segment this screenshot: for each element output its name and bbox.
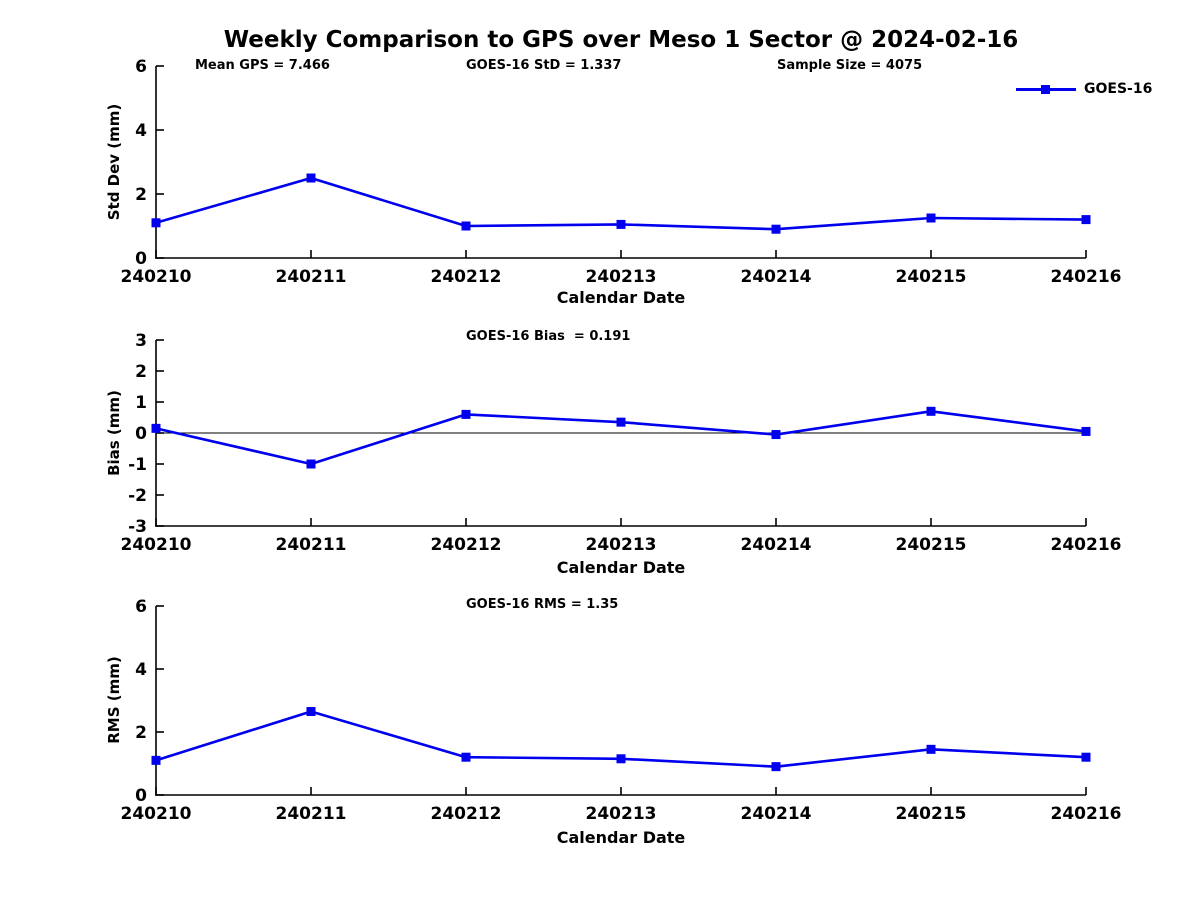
x-tick-label: 240212: [431, 804, 502, 824]
x-tick-label: 240210: [121, 804, 192, 824]
data-point-marker: [461, 409, 471, 419]
data-point-marker: [1081, 215, 1091, 225]
data-point-marker: [771, 762, 781, 772]
x-tick-label: 240216: [1051, 535, 1122, 555]
x-tick-label: 240212: [431, 535, 502, 555]
y-tick-label: 1: [135, 393, 147, 413]
data-point-marker: [461, 221, 471, 231]
xlabel-calendar-date-2: Calendar Date: [556, 558, 686, 577]
data-point-marker: [1081, 752, 1091, 762]
legend: GOES-16: [1016, 81, 1152, 97]
annotation-sample-size: Sample Size = 4075: [777, 58, 923, 73]
x-tick-label: 240214: [741, 535, 812, 555]
y-tick-label: -2: [128, 486, 147, 506]
data-point-marker: [771, 224, 781, 234]
x-tick-label: 240216: [1051, 267, 1122, 287]
annotation-goes16-rms: GOES-16 RMS = 1.35: [466, 597, 619, 612]
x-tick-label: 240216: [1051, 804, 1122, 824]
data-point-marker: [616, 219, 626, 229]
legend-label: GOES-16: [1084, 81, 1153, 97]
data-point-marker: [151, 218, 161, 228]
data-point-marker: [616, 417, 626, 427]
y-tick-label: 4: [135, 660, 147, 680]
figure-title: Weekly Comparison to GPS over Meso 1 Sec…: [223, 27, 1019, 53]
y-tick-label: 3: [135, 331, 147, 351]
y-tick-label: 0: [135, 249, 147, 269]
x-tick-label: 240212: [431, 267, 502, 287]
y-tick-label: 6: [135, 597, 147, 617]
xlabel-calendar-date-1: Calendar Date: [556, 288, 686, 307]
y-tick-label: 6: [135, 57, 147, 77]
y-tick-label: 0: [135, 424, 147, 444]
y-tick-label: -3: [128, 517, 147, 537]
legend-square-marker-icon: [1041, 84, 1050, 94]
x-tick-label: 240215: [896, 267, 967, 287]
data-point-marker: [306, 459, 316, 469]
x-tick-label: 240213: [586, 535, 657, 555]
data-point-marker: [616, 754, 626, 764]
y-tick-label: 0: [135, 786, 147, 806]
y-tick-label: 2: [135, 362, 147, 382]
y-tick-label: -1: [128, 455, 147, 475]
data-point-marker: [306, 707, 316, 717]
x-tick-label: 240214: [741, 804, 812, 824]
data-point-marker: [926, 406, 936, 416]
legend-line-sample: [1016, 84, 1076, 94]
data-point-marker: [1081, 426, 1091, 436]
x-tick-label: 240211: [276, 535, 347, 555]
data-point-marker: [926, 744, 936, 754]
y-tick-label: 4: [135, 121, 147, 141]
x-tick-label: 240211: [276, 804, 347, 824]
data-point-marker: [306, 173, 316, 183]
data-point-marker: [461, 752, 471, 762]
annotation-mean-gps: Mean GPS = 7.466: [195, 58, 330, 73]
x-tick-label: 240213: [586, 804, 657, 824]
x-tick-label: 240211: [276, 267, 347, 287]
xlabel-calendar-date-3: Calendar Date: [556, 828, 686, 847]
x-tick-label: 240215: [896, 804, 967, 824]
x-tick-label: 240213: [586, 267, 657, 287]
annotation-goes16-std: GOES-16 StD = 1.337: [466, 58, 622, 73]
x-tick-label: 240210: [121, 535, 192, 555]
data-point-marker: [151, 423, 161, 433]
data-point-marker: [926, 213, 936, 223]
x-tick-label: 240215: [896, 535, 967, 555]
data-point-marker: [771, 430, 781, 440]
x-tick-label: 240210: [121, 267, 192, 287]
y-tick-label: 2: [135, 723, 147, 743]
y-tick-label: 2: [135, 185, 147, 205]
data-point-marker: [151, 755, 161, 765]
annotation-goes16-bias: GOES-16 Bias = 0.191: [466, 329, 631, 344]
x-tick-label: 240214: [741, 267, 812, 287]
